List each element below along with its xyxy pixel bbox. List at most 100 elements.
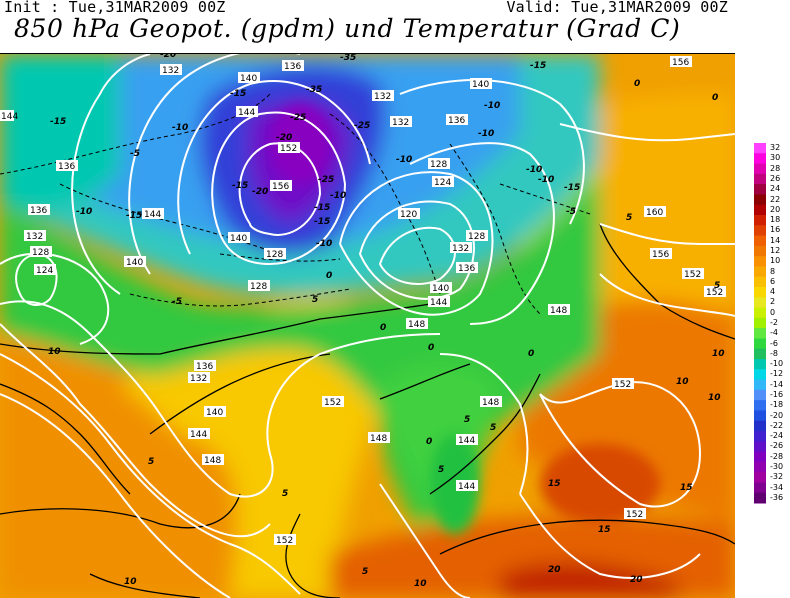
colorbar-label: 16 — [770, 225, 781, 235]
temp-label: -5 — [172, 297, 182, 307]
geo-label: 128 — [430, 160, 447, 170]
init-time: Init : Tue,31MAR2009 00Z — [4, 0, 226, 16]
geo-label: 128 — [250, 282, 267, 292]
temp-label: -15 — [314, 203, 330, 213]
temp-label: 5 — [490, 423, 496, 433]
temp-label: -15 — [126, 211, 142, 221]
colorbar-label: 30 — [770, 153, 781, 163]
colorbar-swatch — [754, 441, 766, 453]
geopotential-labels: 132 140 136 144 152 156 132 132 136 140 … — [0, 56, 726, 546]
geo-label: 132 — [162, 66, 179, 76]
weather-map[interactable]: 132 140 136 144 152 156 132 132 136 140 … — [0, 53, 735, 598]
geo-label: 136 — [58, 162, 75, 172]
colorbar-label: -10 — [770, 359, 784, 369]
colorbar-swatch — [754, 194, 766, 206]
geo-label: 120 — [400, 210, 417, 220]
geo-label: 136 — [196, 362, 213, 372]
colorbar-label: -28 — [770, 451, 784, 461]
colorbar-swatch — [754, 410, 766, 422]
geo-label: 144 — [1, 112, 18, 122]
colorbar-label: 24 — [770, 184, 781, 194]
colorbar-swatch — [754, 225, 766, 237]
colorbar-label: 0 — [770, 307, 776, 317]
colorbar-label: 28 — [770, 163, 781, 173]
temp-label: 5 — [464, 415, 470, 425]
geo-label: 144 — [458, 436, 475, 446]
geo-label: 132 — [190, 374, 207, 384]
temp-label: 20 — [630, 575, 643, 585]
temp-label: -10 — [172, 123, 188, 133]
temp-label: -15 — [50, 117, 66, 127]
colorbar-swatch — [754, 348, 766, 360]
temp-label: -35 — [340, 54, 356, 63]
temp-label: -20 — [160, 54, 176, 60]
geo-label: 148 — [204, 456, 221, 466]
temp-label: -10 — [316, 239, 332, 249]
geo-label: 144 — [430, 298, 447, 308]
temp-label: -10 — [330, 191, 346, 201]
header: Init : Tue,31MAR2009 00Z Valid: Tue,31MA… — [0, 0, 790, 50]
temp-label: -20 — [252, 187, 268, 197]
temp-label: 0 — [426, 437, 432, 447]
geo-label: 152 — [280, 144, 297, 154]
colorbar-swatch — [754, 369, 766, 381]
geo-label: 144 — [144, 210, 161, 220]
colorbar-swatch — [754, 153, 766, 165]
geo-label: 136 — [448, 116, 465, 126]
geo-label: 152 — [276, 536, 293, 546]
colorbar-label: -16 — [770, 390, 784, 399]
geo-label: 156 — [672, 58, 689, 68]
colorbar-swatch — [754, 256, 766, 267]
geo-label: 132 — [374, 92, 391, 102]
temp-label: -25 — [354, 121, 370, 131]
colorbar-swatch — [754, 461, 766, 473]
colorbar-swatch — [754, 276, 766, 288]
temp-label: 5 — [282, 489, 288, 499]
colorbar-swatch — [754, 431, 766, 442]
geo-label: 136 — [30, 206, 47, 216]
geo-label: 128 — [468, 232, 485, 242]
temp-label: 0 — [634, 79, 640, 89]
colorbar-swatch — [754, 389, 766, 401]
temp-label: 0 — [380, 323, 386, 333]
temp-label: -20 — [276, 133, 292, 143]
temp-label: -15 — [314, 217, 330, 227]
temp-label: 5 — [362, 567, 368, 577]
colorbar-label: 10 — [770, 256, 781, 266]
geo-label: 136 — [284, 62, 301, 72]
geopotential-isolines — [0, 54, 735, 598]
colorbar-swatch — [754, 245, 766, 257]
map-canvas: 132 140 136 144 152 156 132 132 136 140 … — [0, 54, 735, 598]
colorbar-swatch — [754, 379, 766, 391]
temp-label: 5 — [312, 295, 318, 305]
colorbar-label: -12 — [770, 369, 784, 379]
geo-label: 144 — [458, 482, 475, 492]
temp-label: -10 — [478, 129, 494, 139]
temp-label: -15 — [230, 89, 246, 99]
geo-label: 140 — [126, 258, 143, 268]
colorbar-label: -32 — [770, 472, 784, 482]
geo-label: 148 — [408, 320, 425, 330]
colorbar-label: -36 — [770, 492, 784, 502]
temp-label: 0 — [326, 271, 332, 281]
colorbar-swatch — [754, 492, 766, 504]
colorbar-swatch — [754, 482, 766, 494]
temp-label: -15 — [232, 181, 248, 191]
colorbar-label: -24 — [770, 431, 784, 441]
temp-label: 15 — [680, 483, 693, 493]
temp-label: -15 — [564, 183, 580, 193]
temp-label: -25 — [290, 113, 306, 123]
colorbar-swatch — [754, 163, 766, 175]
colorbar-swatch — [754, 266, 766, 278]
colorbar-swatch — [754, 451, 766, 463]
geo-label: 140 — [472, 80, 489, 90]
colorbar-swatch — [754, 215, 766, 226]
colorbar-swatch — [754, 235, 766, 247]
colorbar-swatch — [754, 173, 766, 185]
geo-label: 152 — [684, 270, 701, 280]
temp-label: 10 — [48, 347, 61, 357]
temp-label: -10 — [396, 155, 412, 165]
geo-label: 132 — [452, 244, 469, 254]
geo-label: 132 — [392, 118, 409, 128]
colorbar-swatch — [754, 359, 766, 370]
